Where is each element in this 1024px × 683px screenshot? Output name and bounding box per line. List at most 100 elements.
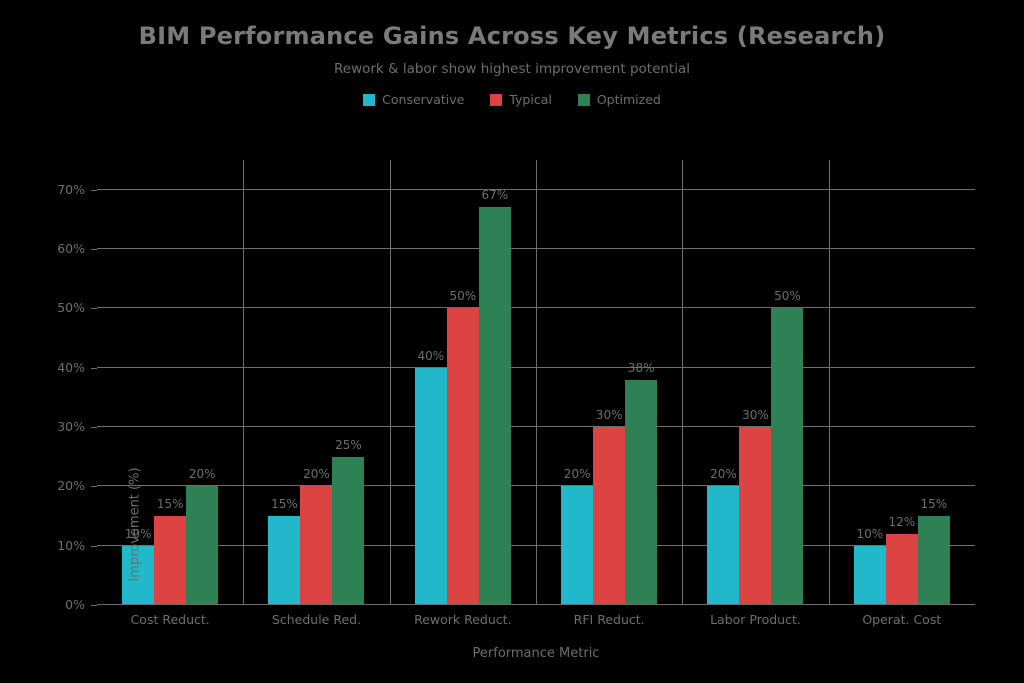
bar-conservative-0[interactable]: 10% — [122, 160, 155, 605]
category-separator — [243, 160, 245, 605]
bar-conservative-2[interactable]: 40% — [414, 160, 447, 605]
bar-value-label: 15% — [156, 497, 184, 511]
bar-conservative-4[interactable]: 20% — [707, 160, 740, 605]
bar-value-label: 30% — [595, 408, 623, 422]
y-axis-tick-mark — [91, 367, 97, 369]
bar-rect — [332, 456, 365, 605]
bar-rect — [707, 486, 740, 605]
bar-value-label: 40% — [417, 348, 445, 363]
bar-rect — [853, 545, 886, 605]
bar-rect — [885, 533, 918, 605]
bar-rect — [625, 379, 658, 605]
bar-conservative-3[interactable]: 20% — [561, 160, 594, 605]
bar-value-label: 30% — [742, 408, 769, 422]
bar-rect — [154, 516, 187, 605]
x-axis-tick-label: Schedule Red. — [271, 612, 362, 627]
y-axis-tick-label: 60% — [57, 241, 85, 256]
legend-item-optimized[interactable]: Optimized — [577, 92, 661, 107]
legend-item-label: Typical — [509, 92, 552, 107]
bar-value-label: 38% — [627, 360, 655, 375]
plot-area: 10% 15% 20% 15% 20% 25% 40% 50% 67% 20% 30% 38% 20% 3… — [97, 160, 975, 605]
bar-rect — [300, 486, 333, 605]
bar-value-label: 50% — [449, 289, 477, 304]
x-axis-line — [97, 604, 975, 605]
y-axis-tick-label: 10% — [57, 537, 85, 553]
bar-rect — [446, 308, 479, 605]
x-axis-tick-label: Rework Reduct. — [414, 612, 512, 627]
bar-group: 15% 20% 25% — [243, 160, 389, 605]
bar-value-label: 10% — [856, 526, 884, 541]
bar-value-label: 15% — [271, 497, 298, 511]
bar-value-label: 50% — [774, 289, 801, 304]
bar-value-label: 20% — [303, 467, 330, 482]
bar-group: 20% 30% 50% — [682, 160, 828, 605]
x-axis-tick-label: RFI Reduct. — [573, 612, 645, 627]
bar-optimized-0[interactable]: 20% — [186, 160, 219, 605]
x-axis-tick-label: Cost Reduct. — [130, 612, 210, 627]
x-axis-tick-labels: Cost Reduct. Schedule Red. Rework Reduct. R… — [97, 612, 975, 627]
chart-legend: Conservative Typical Optimized — [0, 92, 1024, 107]
x-axis-tick-label: Labor Product. — [710, 612, 801, 627]
y-axis-tick-label: 30% — [57, 419, 85, 434]
bar-group: 10% 12% 15% — [829, 160, 975, 605]
y-axis-tick-mark — [91, 605, 97, 606]
legend-item-label: Conservative — [382, 92, 465, 107]
bar-rect — [771, 308, 804, 605]
y-axis-tick-label: 40% — [57, 359, 85, 375]
legend-swatch-icon — [577, 93, 590, 106]
y-axis-tick-mark — [91, 189, 97, 191]
category-separator — [682, 160, 684, 605]
bar-value-label: 20% — [188, 467, 216, 482]
bar-conservative-5[interactable]: 10% — [853, 160, 886, 605]
bar-value-label: 15% — [920, 497, 948, 511]
x-axis-title: Performance Metric — [472, 646, 600, 661]
bar-rect — [186, 486, 219, 605]
x-axis-tick-label: Operat. Cost — [862, 612, 942, 627]
bar-rect — [593, 427, 626, 605]
bar-typical-5[interactable]: 12% — [885, 160, 918, 605]
bar-rect — [478, 207, 511, 605]
y-axis-tick-label: 0% — [65, 597, 85, 612]
y-axis-tick-mark — [91, 308, 97, 310]
y-axis-tick-label: 50% — [57, 300, 85, 316]
bar-typical-0[interactable]: 15% — [154, 160, 187, 605]
bar-optimized-5[interactable]: 15% — [917, 160, 950, 605]
bar-rect — [414, 367, 447, 605]
bar-conservative-1[interactable]: 15% — [268, 160, 301, 605]
y-axis-title: Improvement (%) — [127, 467, 143, 582]
bar-value-label: 12% — [888, 514, 916, 529]
bar-group: 40% 50% 67% — [390, 160, 536, 605]
bar-value-label: 10% — [124, 526, 152, 541]
bar-value-label: 67% — [481, 188, 509, 203]
bar-value-label: 20% — [563, 467, 591, 482]
chart-title: BIM Performance Gains Across Key Metrics… — [138, 22, 886, 50]
bar-rect — [268, 516, 301, 605]
category-separator — [536, 160, 537, 605]
category-separator — [828, 160, 830, 605]
y-axis-tick-label: 70% — [57, 181, 85, 197]
legend-item-conservative[interactable]: Conservative — [363, 92, 464, 107]
legend-swatch-icon — [490, 93, 503, 106]
bar-typical-2[interactable]: 50% — [446, 160, 479, 605]
y-axis-tick-mark — [91, 249, 97, 250]
bar-optimized-1[interactable]: 25% — [332, 160, 365, 605]
bar-rect — [917, 516, 950, 605]
bar-optimized-2[interactable]: 67% — [478, 160, 511, 605]
bar-typical-3[interactable]: 30% — [593, 160, 626, 605]
chart-subtitle: Rework & labor show highest improvement … — [333, 61, 691, 77]
y-axis-tick-mark — [91, 486, 97, 488]
bar-group: 10% 15% 20% — [97, 160, 243, 605]
y-axis-tick-label: 20% — [57, 478, 85, 494]
bar-typical-1[interactable]: 20% — [300, 160, 333, 605]
bar-value-label: 25% — [335, 437, 362, 452]
y-axis-tick-mark — [91, 427, 97, 428]
bar-optimized-3[interactable]: 38% — [625, 160, 658, 605]
category-separator — [389, 160, 391, 605]
bar-groups: 10% 15% 20% 15% 20% 25% 40% 50% 67% 20% 30% 38% 20% 3… — [97, 160, 975, 605]
bar-value-label: 20% — [710, 467, 737, 482]
legend-item-label: Optimized — [596, 92, 661, 107]
bar-typical-4[interactable]: 30% — [739, 160, 772, 605]
legend-item-typical[interactable]: Typical — [490, 92, 552, 107]
bar-optimized-4[interactable]: 50% — [771, 160, 804, 605]
